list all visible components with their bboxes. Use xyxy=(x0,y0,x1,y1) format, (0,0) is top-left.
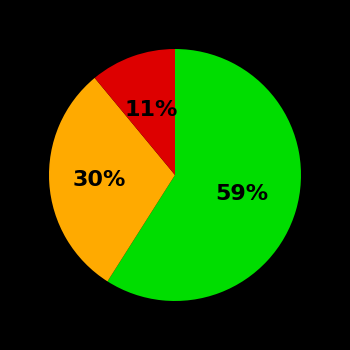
Text: 30%: 30% xyxy=(73,170,126,190)
Wedge shape xyxy=(107,49,301,301)
Text: 11%: 11% xyxy=(125,100,178,120)
Wedge shape xyxy=(49,78,175,281)
Wedge shape xyxy=(95,49,175,175)
Text: 59%: 59% xyxy=(215,184,268,204)
